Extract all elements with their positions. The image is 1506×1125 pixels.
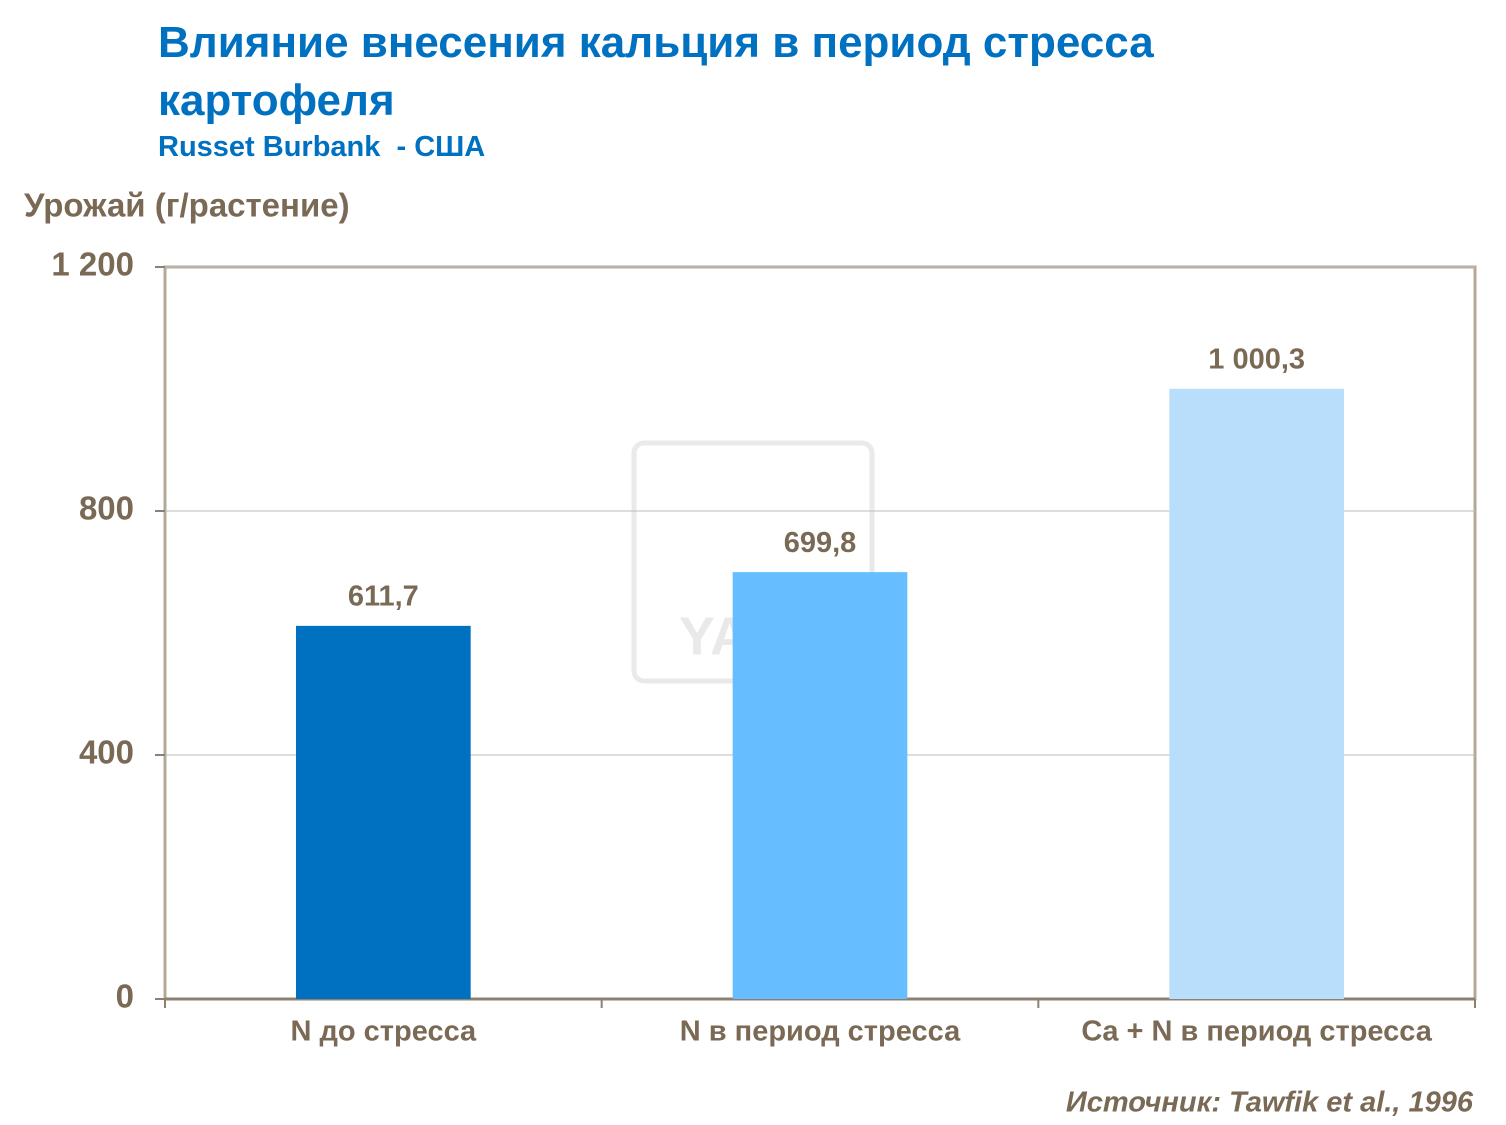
y-tick-label: 400 <box>79 734 134 771</box>
x-tick-label: N в период стресса <box>680 1016 961 1048</box>
chart-subtitle: Russet Burbank - США <box>158 131 486 163</box>
y-axis-label: Урожай (г/растение) <box>24 187 350 224</box>
y-tick-label: 1 200 <box>51 246 134 283</box>
x-tick-label: Ca + N в период стресса <box>1081 1016 1432 1048</box>
x-tick-label: N до стресса <box>290 1016 477 1048</box>
value-label: 699,8 <box>784 527 857 559</box>
y-tick-label: 0 <box>116 978 134 1015</box>
bar <box>296 625 471 999</box>
y-tick-label: 800 <box>79 490 134 527</box>
bar <box>732 572 908 999</box>
value-label: 1 000,3 <box>1208 343 1305 375</box>
source-note: Источник: Tawfik et al., 1996 <box>1066 1087 1474 1119</box>
bar <box>1169 388 1344 999</box>
chart-title: Влияние внесения кальция в период стресс… <box>158 18 1154 125</box>
value-label: 611,7 <box>348 581 419 613</box>
